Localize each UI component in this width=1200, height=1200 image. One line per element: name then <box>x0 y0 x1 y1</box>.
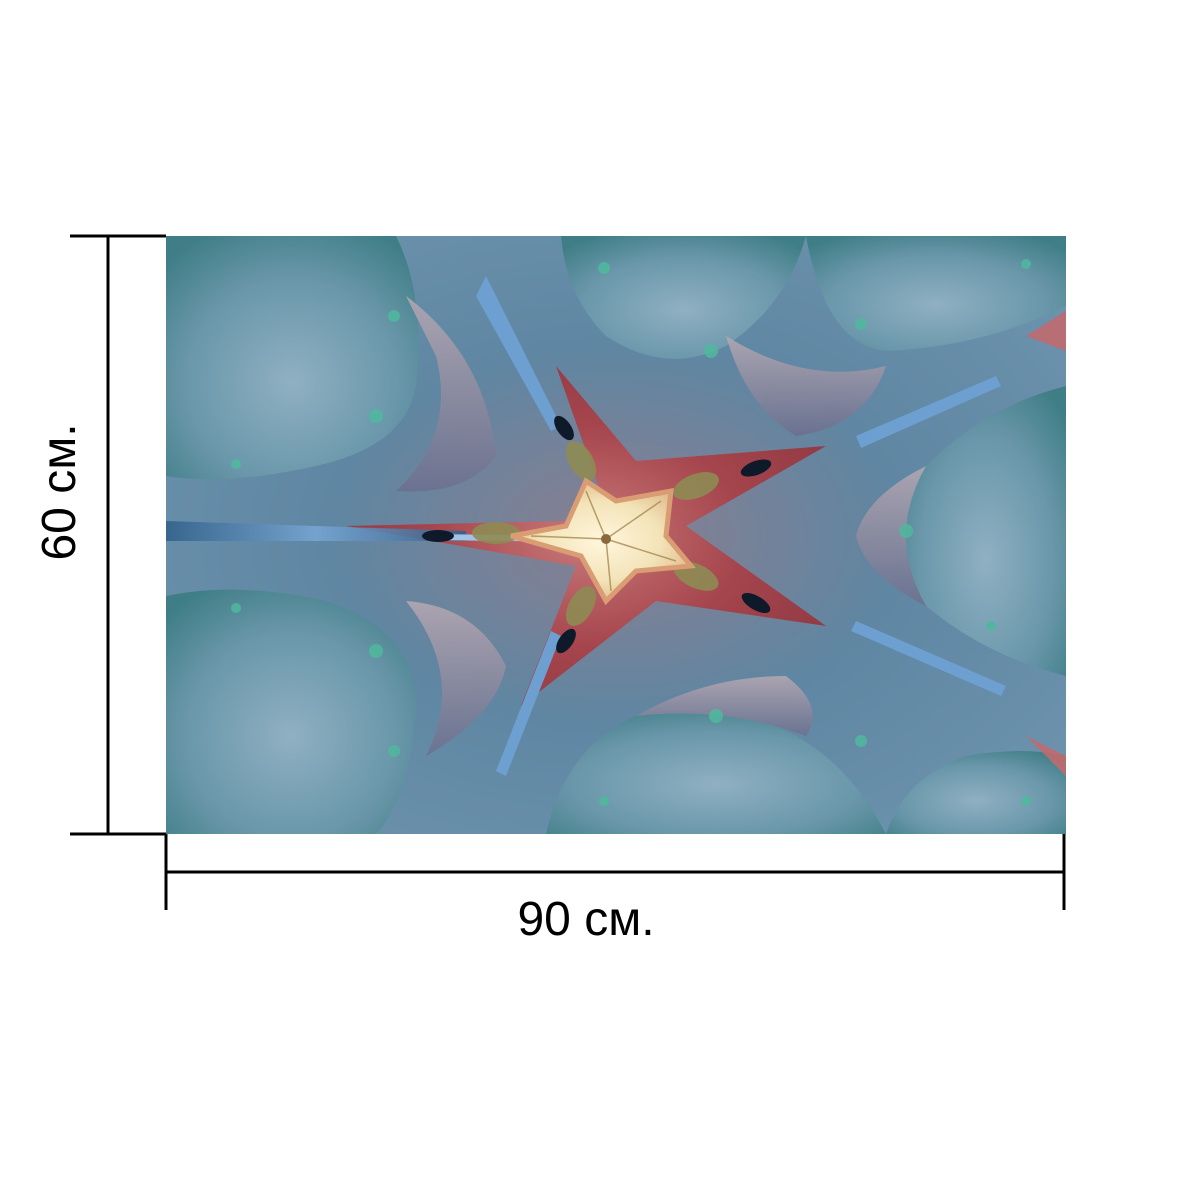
cream-center <box>510 477 696 606</box>
outer-petals <box>166 236 1066 834</box>
kaleidoscope-flower-art <box>166 236 1066 834</box>
teal-droplets <box>231 259 1031 806</box>
dark-tips <box>422 415 772 654</box>
mauve-folds <box>396 296 926 756</box>
height-label: 60 см. <box>33 423 86 561</box>
blue-arms <box>166 276 1006 776</box>
width-label: 90 см. <box>517 893 655 946</box>
pink-accents <box>1026 311 1066 776</box>
olive-petals <box>472 441 719 626</box>
kaleidoscope-flower-print <box>166 236 1066 834</box>
